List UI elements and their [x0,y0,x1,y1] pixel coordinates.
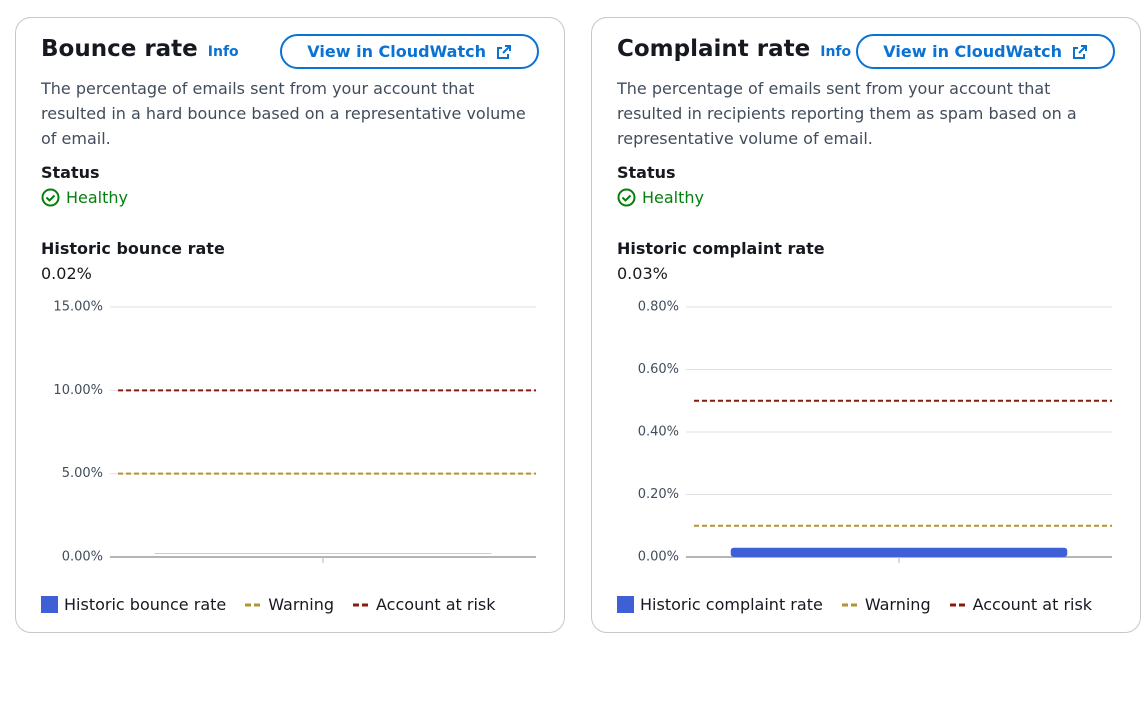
historic-value: 0.02% [41,264,92,283]
y-tick-label: 0.60% [638,362,679,377]
legend-label: Account at risk [972,595,1093,614]
info-link[interactable]: Info [820,44,852,60]
description: The percentage of emails sent from your … [617,79,1077,148]
legend-label: Account at risk [376,595,496,614]
info-link[interactable]: Info [207,44,239,60]
legend-label: Warning [864,595,931,614]
legend-swatch [245,603,262,606]
legend-label: Historic bounce rate [64,595,227,614]
y-tick-label: 10.00% [53,383,103,398]
status: Healthy [41,188,539,207]
historic-label: Historic complaint rate [617,239,825,258]
y-tick-label: 0.40% [638,425,679,440]
button-label: View in CloudWatch [307,42,486,61]
check-icon [41,188,60,207]
check-icon [617,188,636,207]
legend-swatch [41,596,58,613]
description: The percentage of emails sent from your … [41,79,526,148]
external-icon [497,44,511,59]
y-tick-label: 5.00% [62,466,103,481]
card-title: Complaint rate [617,36,811,62]
legend: Historic complaint rate Warning Account at… [617,595,1115,614]
y-tick-label: 0.80% [638,300,679,315]
legend-item: Account at risk [949,595,1092,614]
status-label: Status [41,163,100,182]
external-icon [1073,44,1087,59]
legend-item: Warning [244,595,334,614]
y-tick-label: 15.00% [53,300,103,315]
cloudwatch-button[interactable]: View in CloudWatch [280,34,539,69]
legend-label: Historic complaint rate [640,595,823,614]
card-title: Bounce rate [41,36,198,62]
button-label: View in CloudWatch [883,42,1062,61]
status-text: Healthy [642,188,705,207]
historic-value: 0.03% [617,264,668,283]
legend-item: Account at risk [352,595,496,614]
status: Healthy [617,188,1115,207]
historic-label: Historic bounce rate [41,239,225,258]
legend: Historic bounce rate Warning Account at ri… [41,595,539,614]
status-label: Status [617,163,676,182]
y-tick-label: 0.20% [638,487,679,502]
cloudwatch-button[interactable]: View in CloudWatch [856,34,1115,69]
legend-label: Warning [268,595,335,614]
card-header: Complaint rate Info [617,36,1115,72]
legend-item: Warning [841,595,931,614]
bar [730,547,1068,557]
card-header: Bounce rate Info [41,36,539,72]
y-tick-label: 0.00% [62,550,103,565]
legend-swatch [617,596,634,613]
legend-swatch [841,603,858,606]
status-text: Healthy [66,188,129,207]
y-tick-label: 0.00% [638,550,679,565]
chart: 0.00% 5.00% 10.00% 15.00% [53,300,536,565]
legend-item: Historic bounce rate [41,595,226,614]
card: Bounce rate Info View in CloudWatch The … [15,17,565,633]
legend-swatch [949,603,966,606]
legend-item: Historic complaint rate [617,595,823,614]
legend-swatch [353,603,370,606]
card: Complaint rate Info View in CloudWatch T… [591,17,1141,633]
chart: 0.00% 0.20% 0.40% 0.60% 0.80% [638,300,1112,565]
